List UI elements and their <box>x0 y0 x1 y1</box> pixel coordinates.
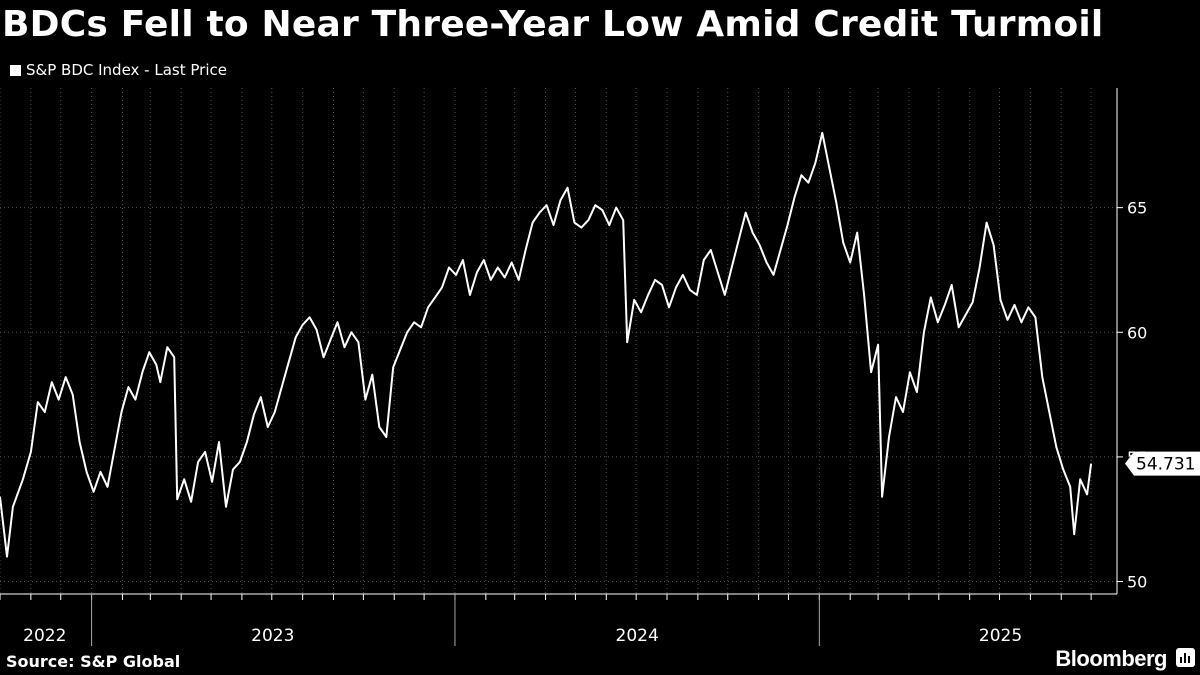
last-value-callout: 54.731 <box>1125 451 1200 476</box>
series-line <box>0 131 1093 558</box>
brand-logo: Bloomberg <box>1055 646 1167 671</box>
chart-title: BDCs Fell to Near Three-Year Low Amid Cr… <box>2 4 1104 45</box>
legend-label: S&P BDC Index - Last Price <box>26 61 227 79</box>
chart-icon <box>1176 648 1195 667</box>
last-value-label: 54.731 <box>1136 455 1195 475</box>
labels: 50556065202220232024202554.731 <box>23 199 1200 646</box>
grid <box>0 88 1117 594</box>
x-tick-label: 2024 <box>616 626 659 646</box>
y-tick-label: 65 <box>1127 199 1147 218</box>
x-tick-label: 2025 <box>979 626 1022 646</box>
y-tick-label: 60 <box>1127 323 1147 342</box>
y-tick-label: 50 <box>1127 573 1147 592</box>
legend-swatch <box>10 64 21 76</box>
axes <box>0 88 1123 646</box>
source-note: Source: S&P Global <box>6 652 181 671</box>
legend: S&P BDC Index - Last Price <box>10 61 227 79</box>
series <box>0 131 1093 558</box>
x-tick-label: 2023 <box>251 626 294 646</box>
last-value-badge <box>1125 451 1200 476</box>
x-tick-label: 2022 <box>23 626 66 646</box>
